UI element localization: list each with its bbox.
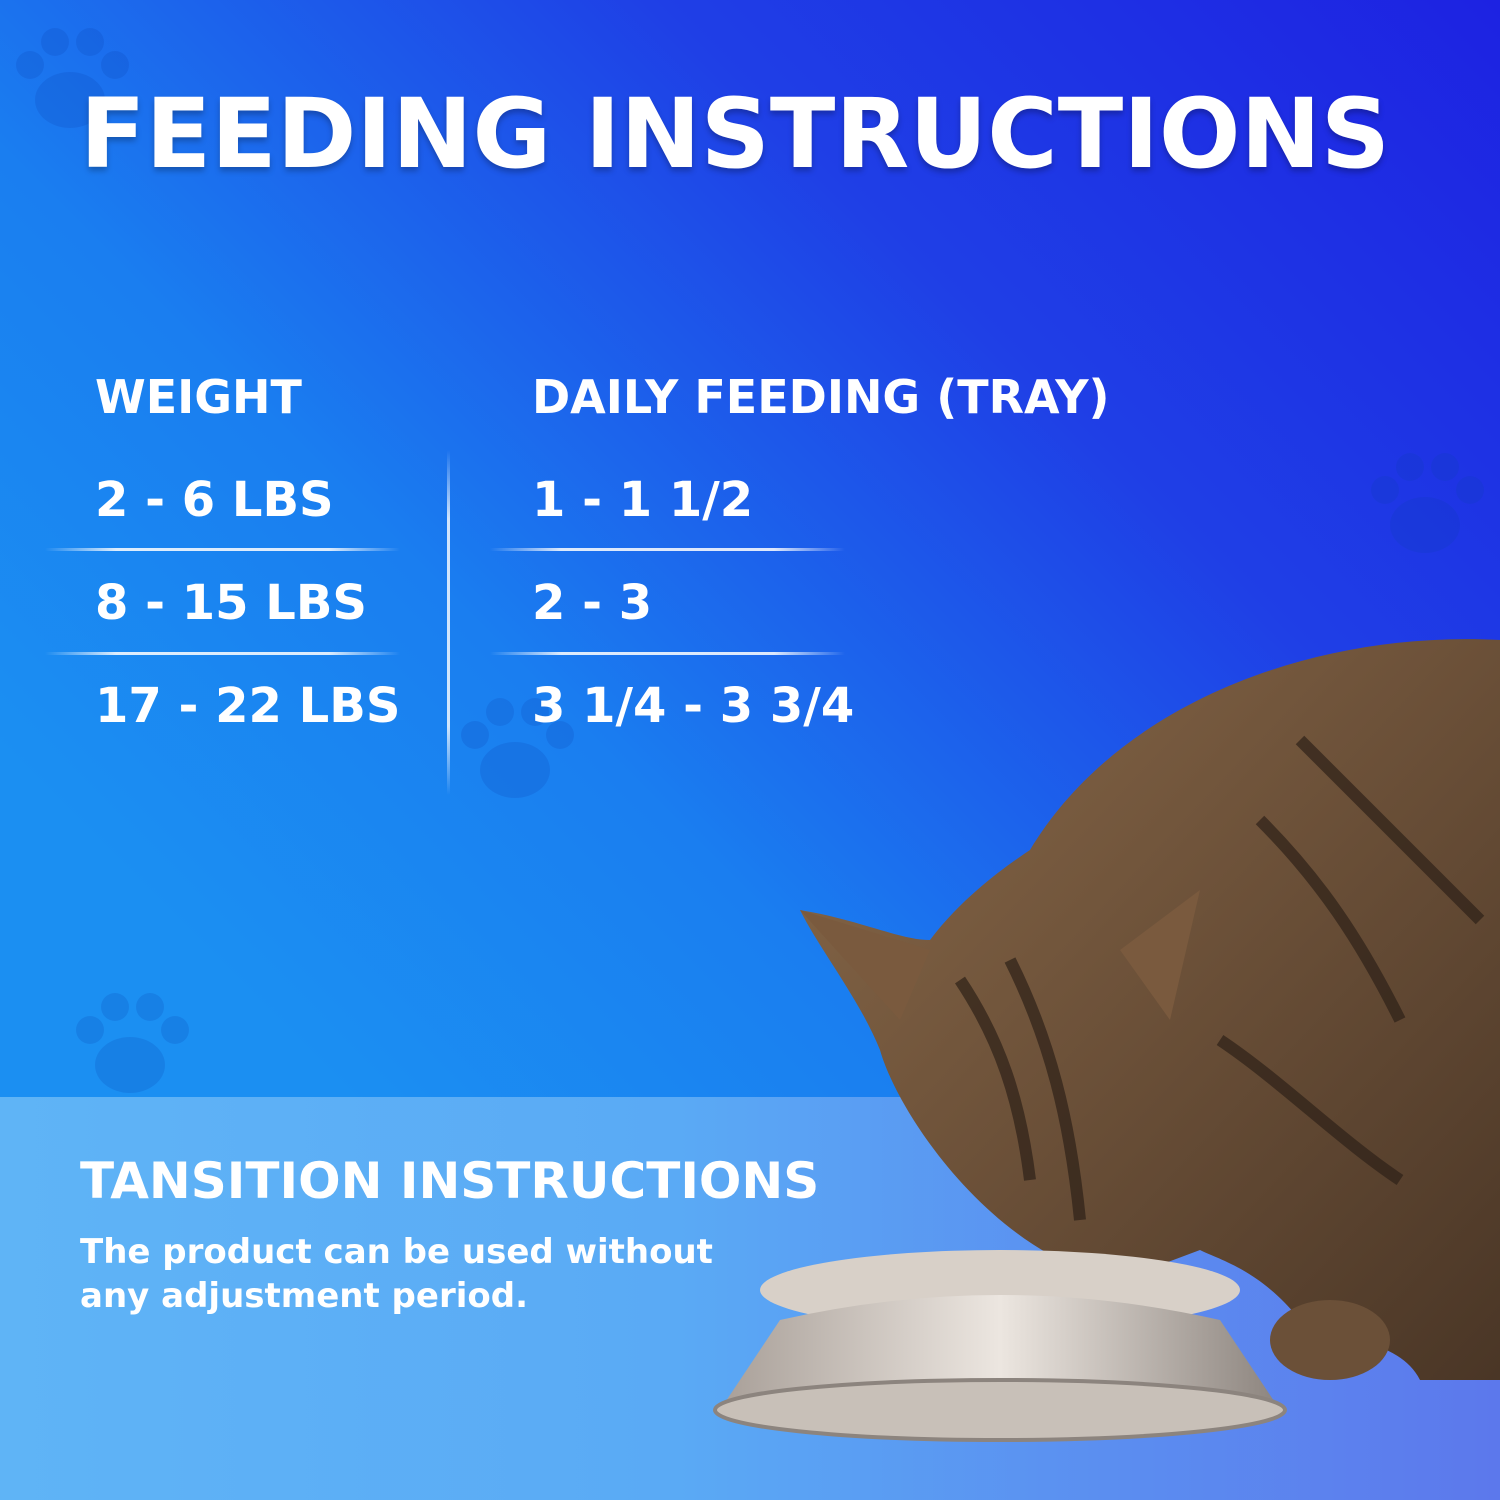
paw-print-icon	[1371, 453, 1484, 553]
feeding-header: DAILY FEEDING (TRAY)	[532, 370, 1110, 424]
weight-cell: 17 - 22 LBS	[95, 678, 401, 734]
weight-cell: 2 - 6 LBS	[95, 472, 334, 528]
column-divider	[447, 450, 450, 795]
weight-cell: 8 - 15 LBS	[95, 575, 367, 631]
feeding-cell: 3 1/4 - 3 3/4	[532, 678, 855, 734]
transition-title: TANSITION INSTRUCTIONS	[80, 1152, 820, 1210]
transition-body: The product can be used without any adju…	[80, 1232, 713, 1316]
cat-eating-image	[713, 639, 1500, 1442]
paw-print-icon	[16, 28, 129, 128]
paw-print-icon	[76, 993, 189, 1093]
paw-print-icon	[461, 698, 574, 798]
feeding-cell: 2 - 3	[532, 575, 653, 631]
row-divider	[490, 652, 845, 655]
weight-header: WEIGHT	[95, 370, 302, 424]
feeding-cell: 1 - 1 1/2	[532, 472, 754, 528]
row-divider	[45, 548, 400, 551]
page-title: FEEDING INSTRUCTIONS	[80, 78, 1391, 190]
row-divider	[490, 548, 845, 551]
row-divider	[45, 652, 400, 655]
